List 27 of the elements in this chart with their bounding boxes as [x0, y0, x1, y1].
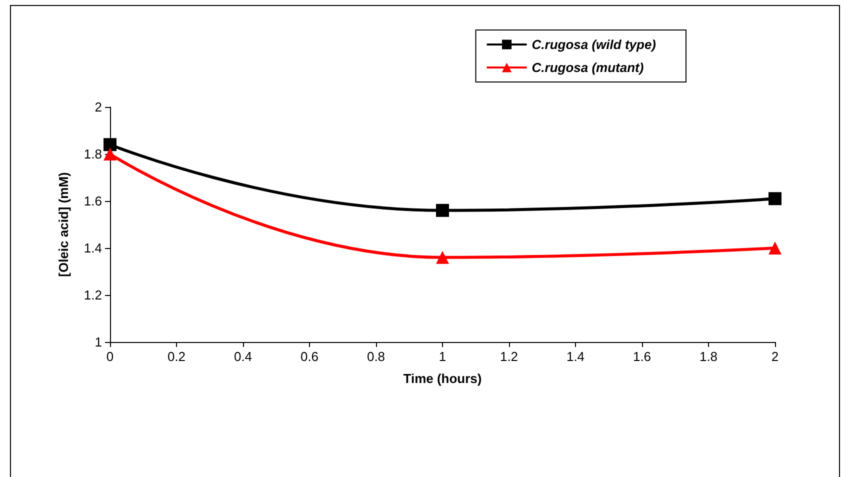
- x-tick-label: 0.8: [366, 349, 386, 364]
- point: [104, 138, 116, 152]
- x-axis-title: Time (hours): [403, 371, 482, 386]
- y-tick-label: 2: [94, 100, 102, 114]
- x-tick-label: 1.6: [632, 349, 652, 364]
- point: [768, 242, 782, 254]
- point: [436, 250, 449, 264]
- point: [436, 204, 449, 217]
- x-tick-label: 2: [771, 349, 779, 364]
- y-tick-label: 1.2: [84, 288, 102, 302]
- x-tick-label: 0.4: [234, 349, 252, 364]
- y-tick-label: 1.6: [84, 194, 102, 208]
- x-tick-label: 0.6: [300, 349, 319, 364]
- x-tick-label: 0.2: [167, 349, 186, 364]
- y-tick-label: 1.8: [84, 146, 102, 162]
- x-tick-label: 1: [438, 349, 446, 364]
- x-tick-label: 1.4: [566, 349, 585, 364]
- y-axis-title: [Oleic acid] (mM): [56, 172, 71, 277]
- point: [768, 192, 782, 206]
- y-tick-label: 1.4: [84, 240, 102, 256]
- x-tick-label: 1.2: [500, 349, 518, 364]
- legend-label: C.rugosa (mutant): [532, 60, 644, 75]
- x-tick-label: 0: [106, 349, 114, 364]
- point: [104, 148, 116, 160]
- x-tick-label: 1.8: [699, 349, 718, 364]
- legend-label: C.rugosa (wild type): [532, 37, 656, 52]
- y-tick-label: 1: [94, 334, 102, 350]
